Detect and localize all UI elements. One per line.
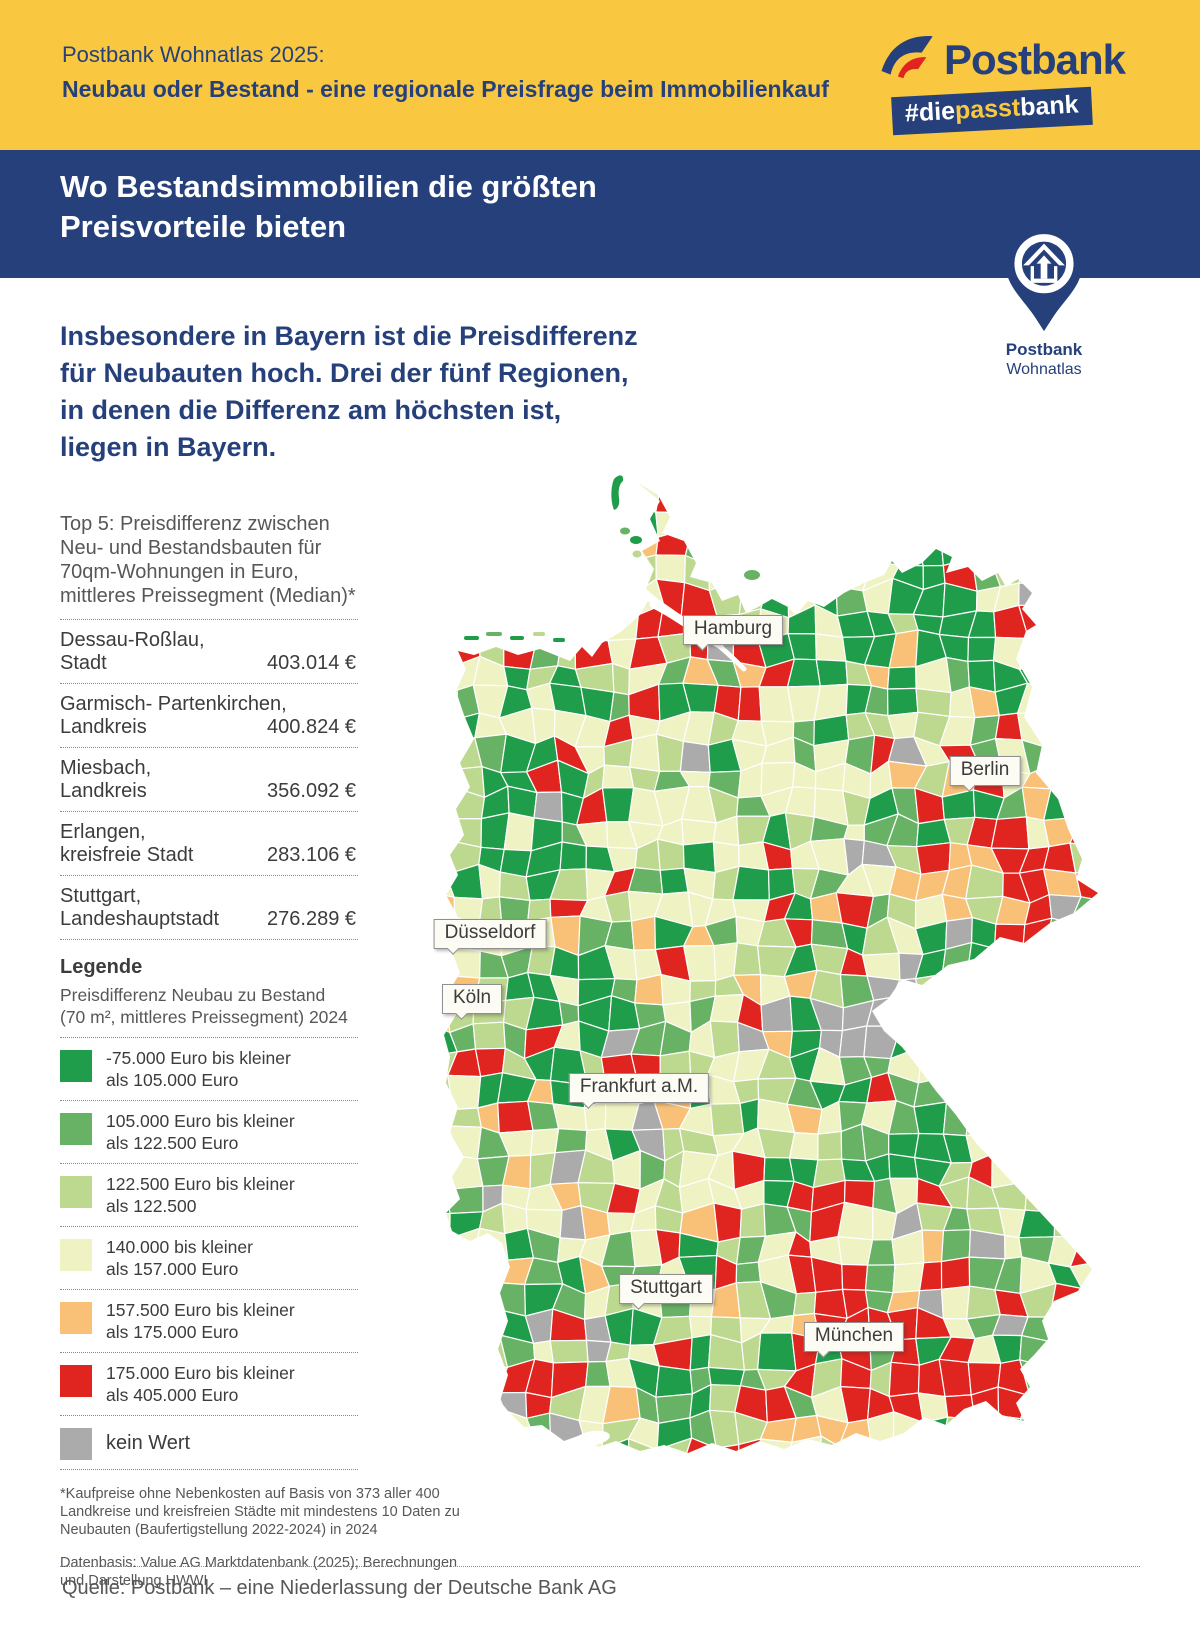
legend-label: -75.000 Euro bis kleiner als 105.000 Euro <box>106 1048 291 1090</box>
legend-label: 122.500 Euro bis kleiner als 122.500 <box>106 1174 295 1216</box>
district-mosaic <box>444 483 1098 1453</box>
price-value: 283.106 € <box>267 844 356 866</box>
legend-row-no-value: kein Wert <box>60 1416 358 1470</box>
pin-label-line1: Postbank <box>1005 340 1083 359</box>
region-name: Dessau-Roßlau, Stadt <box>60 629 205 674</box>
legend-swatch <box>60 1428 92 1460</box>
legend-row: 105.000 Euro bis kleiner als 122.500 Euro <box>60 1101 358 1164</box>
divider <box>60 1037 358 1038</box>
header-title: Neubau oder Bestand - eine regionale Pre… <box>62 76 829 102</box>
city-label-duesseldorf: Düsseldorf <box>433 919 547 949</box>
badge-highlight: passt <box>954 93 1021 125</box>
legend-swatch <box>60 1050 92 1082</box>
header-band: Postbank Wohnatlas 2025: Neubau oder Bes… <box>0 0 1200 150</box>
badge-suffix: bank <box>1019 90 1080 122</box>
top5-row: Stuttgart, Landeshauptstadt 276.289 € <box>60 876 358 940</box>
banner-title-line2: Preisvorteile bieten <box>60 209 347 244</box>
legend-swatch <box>60 1239 92 1271</box>
footnote-asterisk: *Kaufpreise ohne Nebenkosten auf Basis v… <box>60 1486 460 1538</box>
legend-label: 105.000 Euro bis kleiner als 122.500 Euro <box>106 1111 295 1153</box>
legend-swatch <box>60 1176 92 1208</box>
header-kicker: Postbank Wohnatlas 2025: <box>62 42 325 67</box>
badge-prefix: #die <box>904 96 956 128</box>
top5-title-line: mittleres Preissegment (Median)* <box>60 585 356 607</box>
legend-title: Legende <box>60 956 143 978</box>
germany-choropleth-map: Hamburg Berlin Düsseldorf Köln Frankfurt… <box>400 455 1100 1475</box>
region-name: Miesbach, Landkreis <box>60 757 152 802</box>
postbank-swoosh-icon <box>876 28 940 97</box>
legend-row: 122.500 Euro bis kleiner als 122.500 <box>60 1164 358 1227</box>
legend-row: 140.000 bis kleiner als 157.000 Euro <box>60 1227 358 1290</box>
house-pin-icon <box>1005 225 1083 332</box>
top5-row: Garmisch- Partenkirchen, Landkreis 400.82… <box>60 684 358 748</box>
bottom-divider <box>60 1566 1140 1567</box>
top5-row: Dessau-Roßlau, Stadt 403.014 € <box>60 620 358 684</box>
price-value: 276.289 € <box>267 908 356 930</box>
region-name: Erlangen, kreisfreie Stadt <box>60 821 194 866</box>
source-line: Quelle: Postbank – eine Niederlassung de… <box>62 1577 617 1599</box>
city-label-berlin: Berlin <box>949 756 1021 786</box>
pin-label-line2: Wohnatlas <box>1006 361 1082 378</box>
city-label-koeln: Köln <box>441 984 503 1014</box>
wohnatlas-pin-badge: Postbank Wohnatlas <box>997 222 1091 379</box>
footnote-database: Datenbasis: Value AG Marktdatenbank (202… <box>60 1555 458 1589</box>
city-label-muenchen: München <box>803 1322 905 1352</box>
legend-swatch <box>60 1365 92 1397</box>
lake-constance <box>576 1430 610 1446</box>
price-value: 400.824 € <box>267 716 356 738</box>
top5-title: Top 5: Preisdifferenz zwischen Neu- und … <box>60 512 358 608</box>
postbank-logo-text: Postbank <box>944 36 1126 83</box>
legend-label: 157.500 Euro bis kleiner als 175.000 Euro <box>106 1300 295 1342</box>
intro-line: liegen in Bayern. <box>60 432 277 462</box>
top5-row: Miesbach, Landkreis 356.092 € <box>60 748 358 812</box>
legend-subtitle-line1: Preisdifferenz Neubau zu Bestand <box>60 985 326 1005</box>
legend-label: kein Wert <box>106 1432 191 1454</box>
legend-subtitle-line2: (70 m², mittleres Preissegment) 2024 <box>60 1007 348 1027</box>
banner-title: Wo Bestandsimmobilien die größten Preisv… <box>60 167 597 247</box>
map-svg <box>444 475 1098 1453</box>
legend-swatch <box>60 1113 92 1145</box>
region-name: Stuttgart, Landeshauptstadt <box>60 885 220 930</box>
intro-line: in denen die Differenz am höchsten ist, <box>60 395 562 425</box>
divider <box>60 619 358 620</box>
title-banner: Wo Bestandsimmobilien die größten Preisv… <box>0 150 1200 278</box>
legend-row: 175.000 Euro bis kleiner als 405.000 Euro <box>60 1353 358 1416</box>
legend-label: 175.000 Euro bis kleiner als 405.000 Euro <box>106 1363 295 1405</box>
intro-text: Insbesondere in Bayern ist die Preisdiff… <box>60 318 638 466</box>
top5-title-line: Top 5: Preisdifferenz zwischen <box>60 513 330 535</box>
legend-label: 140.000 bis kleiner als 157.000 Euro <box>106 1237 253 1279</box>
left-column: Insbesondere in Bayern ist die Preisdiff… <box>60 318 638 1590</box>
legend-row: 157.500 Euro bis kleiner als 175.000 Euro <box>60 1290 358 1353</box>
islands <box>464 475 760 642</box>
intro-line: Insbesondere in Bayern ist die Preisdiff… <box>60 321 638 351</box>
legend-row: -75.000 Euro bis kleiner als 105.000 Euro <box>60 1038 358 1101</box>
top5-title-line: Neu- und Bestandsbauten für <box>60 537 322 559</box>
banner-title-line1: Wo Bestandsimmobilien die größten <box>60 169 597 204</box>
legend-swatch <box>60 1302 92 1334</box>
city-label-frankfurt: Frankfurt a.M. <box>568 1073 710 1103</box>
intro-line: für Neubauten hoch. Drei der fünf Region… <box>60 358 629 388</box>
legend: Legende Preisdifferenz Neubau zu Bestand… <box>60 956 358 1470</box>
top5-row: Erlangen, kreisfreie Stadt 283.106 € <box>60 812 358 876</box>
region-name: Garmisch- Partenkirchen, Landkreis <box>60 693 287 738</box>
city-label-stuttgart: Stuttgart <box>619 1274 713 1304</box>
price-value: 403.014 € <box>267 652 356 674</box>
price-value: 356.092 € <box>267 780 356 802</box>
top5-title-line: 70qm-Wohnungen in Euro, <box>60 561 299 583</box>
city-label-hamburg: Hamburg <box>682 615 784 645</box>
